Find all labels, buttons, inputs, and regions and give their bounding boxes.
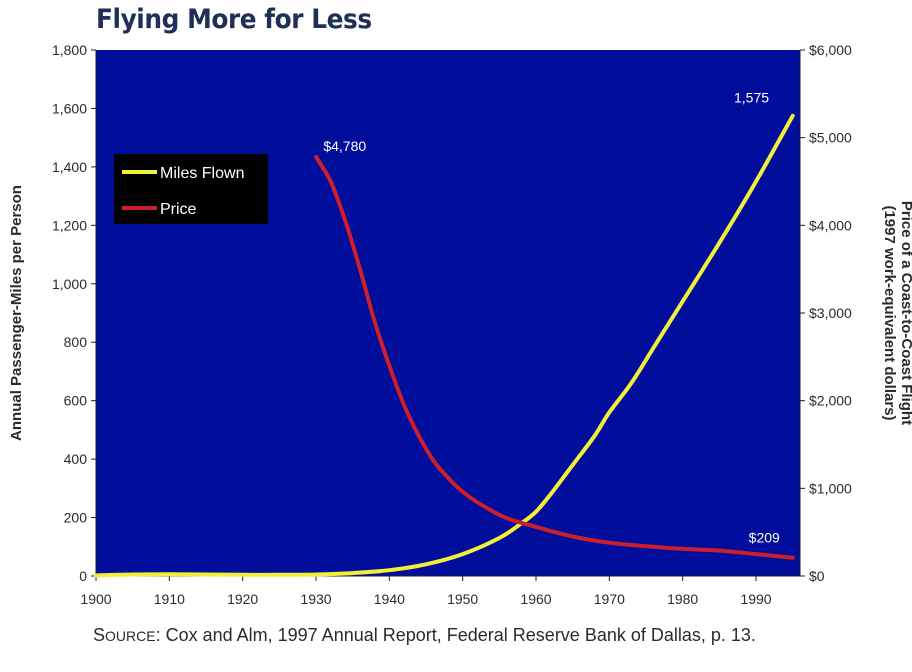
y2-tick-label: $6,000	[809, 42, 852, 58]
y2-tick-label: $5,000	[809, 130, 852, 146]
y2-tick-label: $4,000	[809, 217, 852, 233]
y2-tick-label: $3,000	[809, 305, 852, 321]
series-line-price	[314, 155, 795, 560]
x-tick-label: 1980	[667, 591, 698, 607]
x-tick-label: 1910	[154, 591, 185, 607]
y-tick-label: 1,400	[52, 159, 87, 175]
y-tick-label: 200	[64, 510, 88, 526]
y-tick-label: 1,200	[52, 217, 87, 233]
source-label-first: S	[93, 625, 106, 645]
legend: Miles Flown Price	[114, 154, 268, 224]
y-tick-label: 800	[64, 334, 88, 350]
source-note: SOURCE: Cox and Alm, 1997 Annual Report,…	[93, 621, 813, 650]
legend-box	[114, 154, 268, 224]
x-tick-label: 1970	[594, 591, 625, 607]
y-tick-label: 1,800	[52, 42, 87, 58]
source-text: : Cox and Alm, 1997 Annual Report, Feder…	[155, 625, 756, 645]
y2-tick-label: $1,000	[809, 480, 852, 496]
y-tick-label: 600	[64, 393, 88, 409]
y-axis-label: Annual Passenger-Miles per Person	[8, 185, 25, 441]
x-tick-label: 1920	[227, 591, 258, 607]
y-tick-label: 1,600	[52, 100, 87, 116]
plot-area	[96, 50, 800, 576]
data-label: 1,575	[734, 90, 769, 106]
series-line-miles-flown	[94, 113, 795, 578]
x-tick-label: 1900	[80, 591, 111, 607]
y2-axis-sublabel: (1997 work-equivalent dollars)	[881, 205, 898, 420]
y-tick-label: 0	[79, 568, 87, 584]
x-tick-label: 1960	[520, 591, 551, 607]
data-label: $209	[749, 530, 780, 546]
legend-label: Miles Flown	[160, 165, 244, 182]
legend-label: Price	[160, 201, 197, 218]
x-tick-label: 1940	[374, 591, 405, 607]
y2-axis-label: Price of a Coast-to-Coast Flight	[898, 201, 912, 425]
x-tick-label: 1990	[740, 591, 771, 607]
y-tick-label: 1,000	[52, 276, 87, 292]
x-tick-label: 1930	[300, 591, 331, 607]
source-label-rest: OURCE	[105, 628, 156, 644]
y2-tick-label: $2,000	[809, 393, 852, 409]
data-label: $4,780	[323, 138, 366, 154]
y2-tick-label: $0	[809, 568, 825, 584]
x-tick-label: 1950	[447, 591, 478, 607]
chart-title: Flying More for Less	[96, 4, 372, 35]
y-tick-label: 400	[64, 451, 88, 467]
